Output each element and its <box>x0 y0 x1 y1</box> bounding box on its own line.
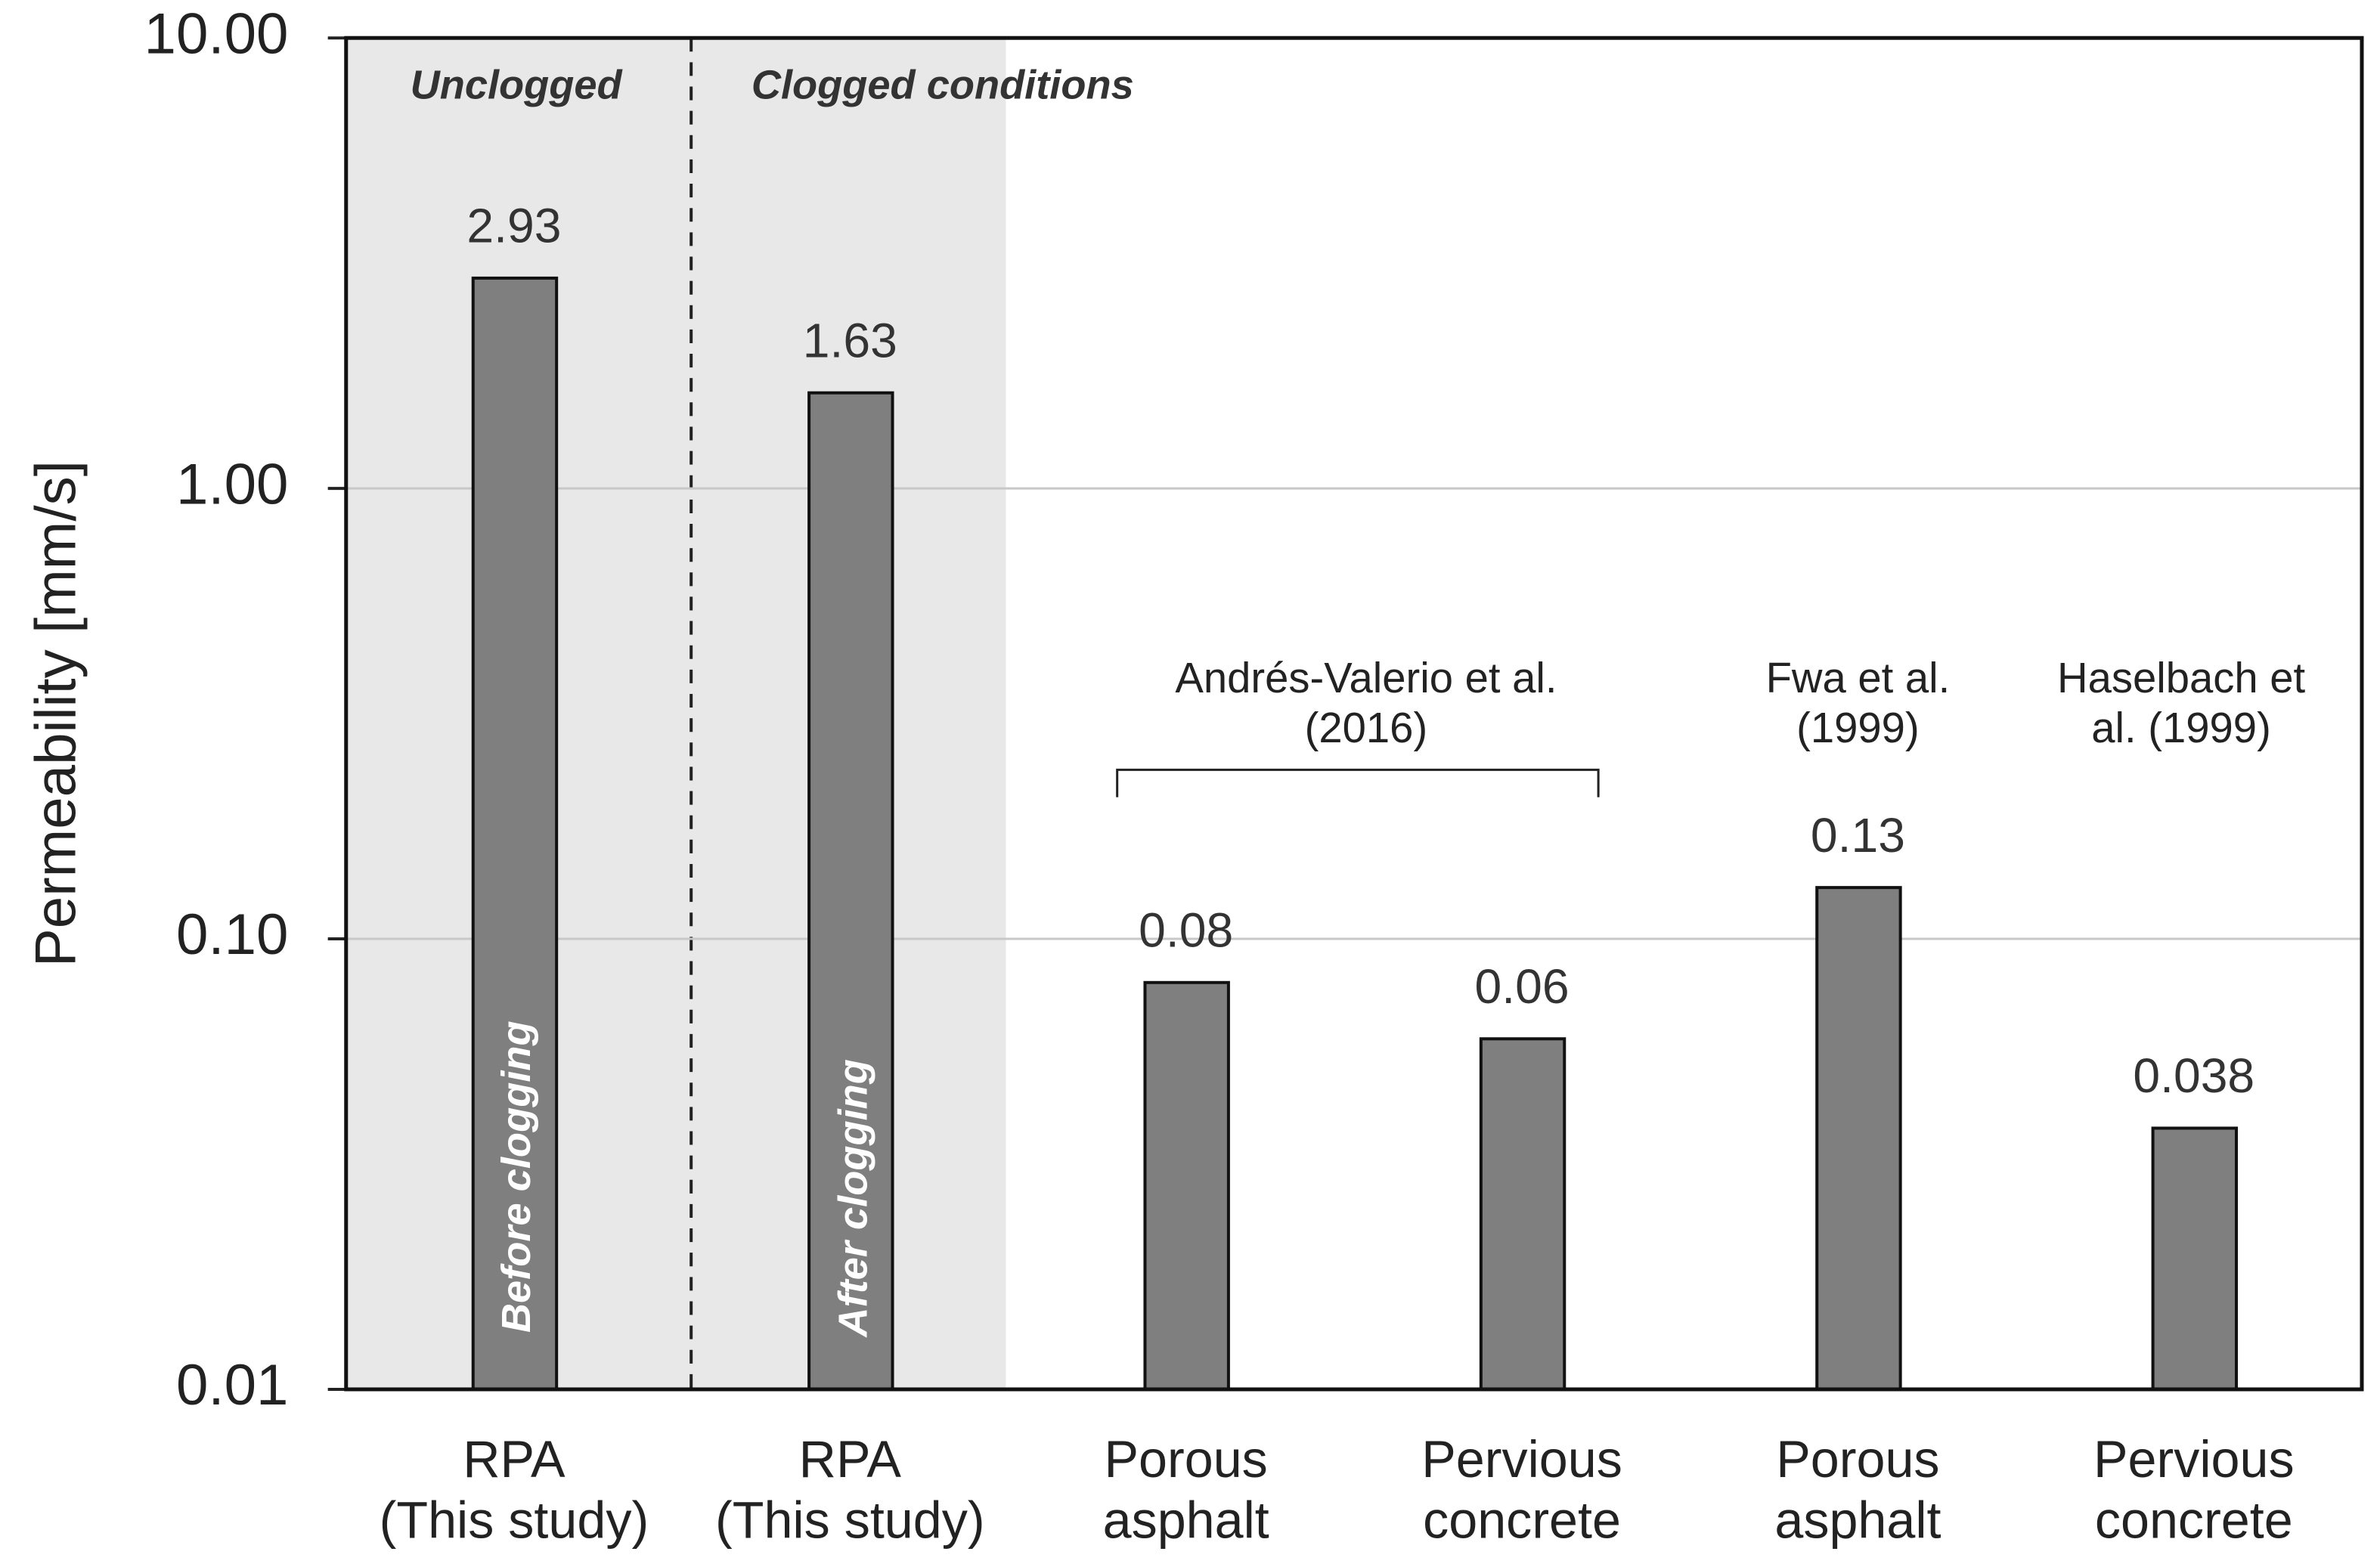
value-label: 2.93 <box>466 199 561 253</box>
annotation: Haselbach et al. (1999) <box>2056 654 2306 752</box>
shaded-region <box>346 38 1006 1389</box>
y-tick-label: 10.00 <box>144 2 289 66</box>
bar <box>1143 980 1230 1391</box>
y-tick-label: 0.01 <box>176 1353 288 1417</box>
bar <box>807 391 894 1391</box>
y-tick-label: 0.10 <box>176 903 288 967</box>
x-tick-label: Pervious concrete <box>2093 1431 2295 1550</box>
value-label: 0.08 <box>1139 903 1233 957</box>
value-label: 0.038 <box>2133 1048 2254 1103</box>
annotation: After clogging <box>830 1059 876 1337</box>
annotation: Andrés-Valerio et al. (2016) <box>1175 654 1557 752</box>
annotation: Fwa et al. (1999) <box>1765 654 1951 752</box>
value-label: 0.06 <box>1475 959 1570 1014</box>
x-tick-label: Porous asphalt <box>1102 1431 1269 1550</box>
x-tick-label: RPA (This study) <box>715 1431 985 1550</box>
y-tick-label: 1.00 <box>176 452 288 516</box>
x-tick-label: Porous asphalt <box>1774 1431 1941 1550</box>
y-axis-title: Permeability [mm/s] <box>25 460 89 968</box>
annotation: Before clogging <box>493 1020 539 1333</box>
bar <box>1815 886 1902 1391</box>
value-label: 1.63 <box>803 313 897 367</box>
x-tick-label: Pervious concrete <box>1421 1431 1622 1550</box>
plot-frame <box>344 36 2364 1392</box>
bar <box>471 276 559 1391</box>
annotation: Unclogged <box>410 62 622 108</box>
x-tick-label: RPA (This study) <box>379 1431 649 1550</box>
bar <box>2151 1126 2239 1391</box>
bar <box>1479 1037 1567 1391</box>
value-label: 0.13 <box>1811 808 1905 862</box>
annotation: Clogged conditions <box>751 62 1134 108</box>
bracket <box>1116 768 1600 797</box>
